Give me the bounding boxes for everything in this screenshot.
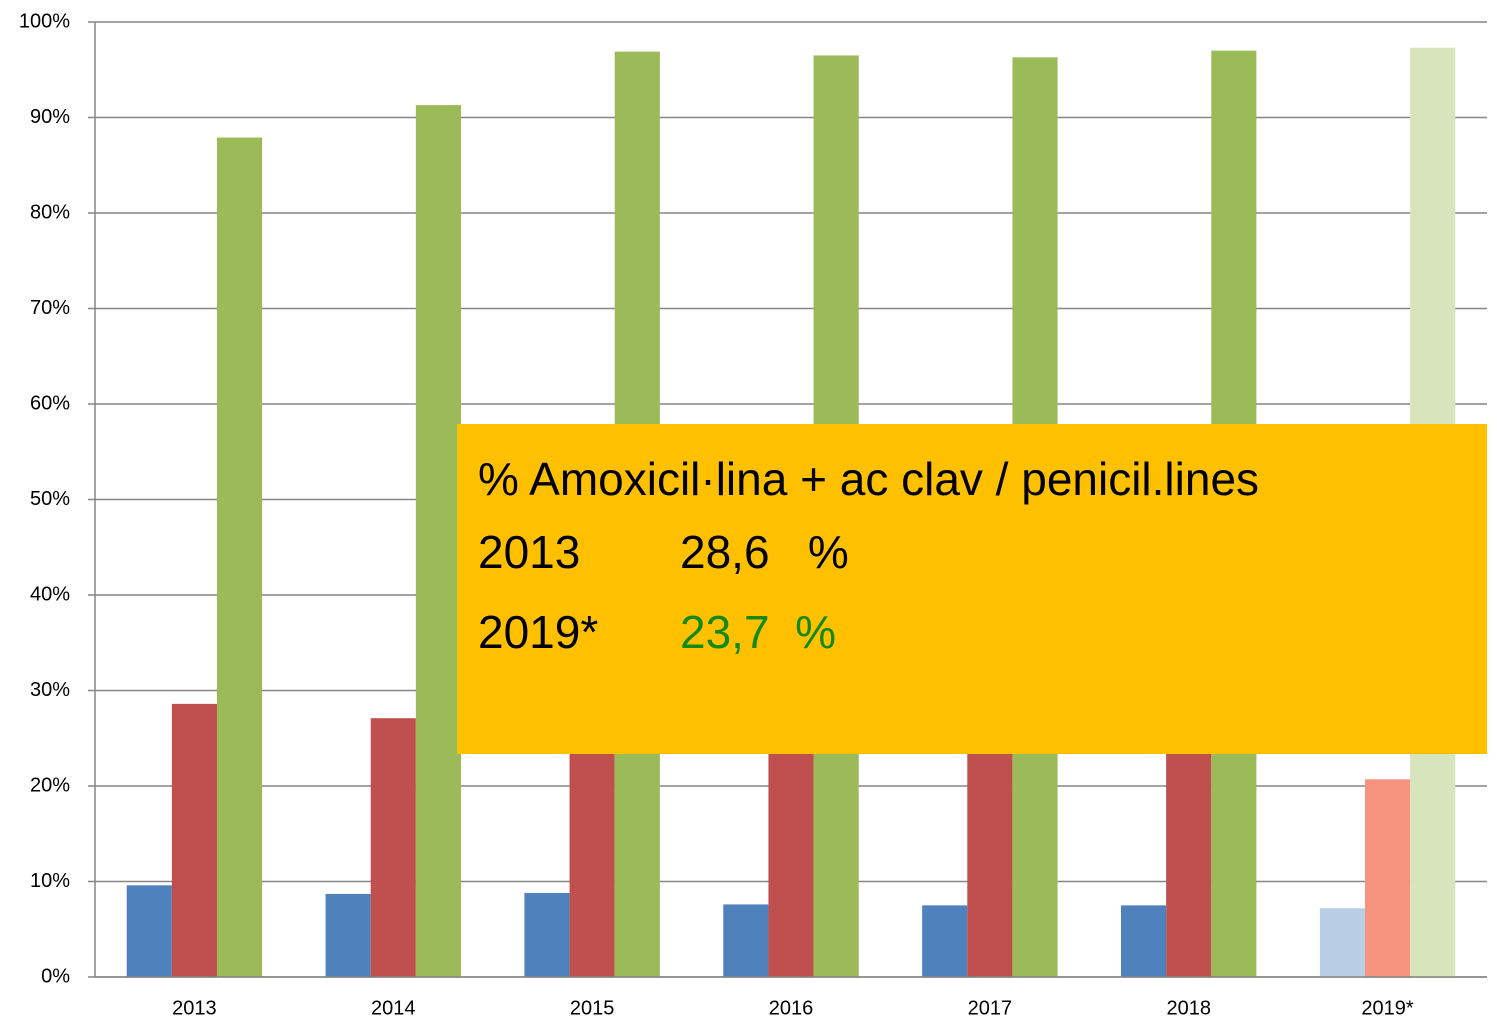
annotation-title: % Amoxicil·lina + ac clav / penicil.line… [478, 453, 1259, 505]
bar [524, 892, 570, 977]
annotation-value: 23,7 % [680, 606, 836, 658]
bar [768, 743, 814, 977]
x-tick-label: 2018 [1166, 997, 1211, 1019]
y-tick-label: 60% [30, 392, 70, 414]
bar [171, 703, 217, 977]
y-tick-label: 70% [30, 297, 70, 319]
bar [1121, 905, 1167, 977]
bar [325, 893, 371, 977]
x-tick-label: 2017 [968, 997, 1013, 1019]
bar [126, 885, 172, 977]
bar [415, 105, 461, 977]
bar [569, 738, 615, 977]
bar [922, 905, 968, 977]
annotation-value: 28,6 % [680, 526, 849, 578]
bar [1166, 747, 1212, 977]
x-tick-label: 2014 [371, 997, 416, 1019]
y-tick-label: 10% [30, 870, 70, 892]
y-tick-label: 90% [30, 106, 70, 128]
y-tick-label: 80% [30, 201, 70, 223]
y-tick-label: 20% [30, 774, 70, 796]
annotation-box [457, 424, 1487, 754]
bar [723, 904, 769, 977]
y-tick-label: 100% [19, 10, 70, 32]
bar [967, 747, 1013, 977]
bar [1365, 779, 1411, 977]
y-tick-label: 0% [41, 965, 70, 987]
bar [1319, 908, 1366, 977]
x-tick-label: 2013 [172, 997, 217, 1019]
x-tick-label: 2016 [769, 997, 814, 1019]
annotation-label: 2013 [478, 526, 580, 578]
annotation-label: 2019* [478, 606, 598, 658]
x-tick-label: 2015 [570, 997, 615, 1019]
y-tick-label: 50% [30, 488, 70, 510]
bar [216, 137, 263, 977]
bar [370, 718, 416, 977]
y-tick-label: 30% [30, 679, 70, 701]
x-tick-label: 2019* [1361, 997, 1413, 1019]
y-tick-label: 40% [30, 583, 70, 605]
